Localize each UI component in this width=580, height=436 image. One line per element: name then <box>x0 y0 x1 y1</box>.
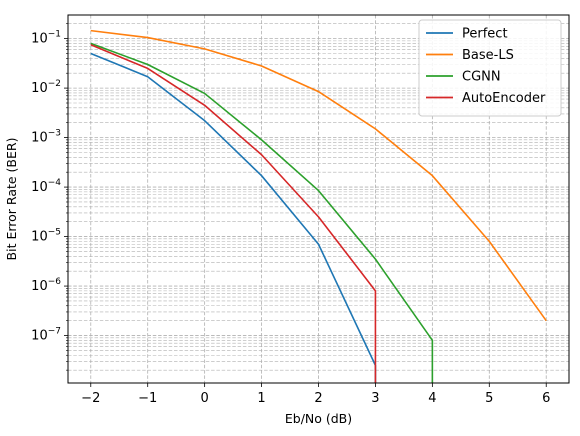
legend-label-base-ls: Base-LS <box>462 48 514 63</box>
x-tick-label: 5 <box>485 391 493 406</box>
y-tick-base: 10 <box>31 180 48 195</box>
x-axis-label: Eb/No (dB) <box>285 411 352 426</box>
y-axis-label: Bit Error Rate (BER) <box>4 138 19 261</box>
x-tick-label: 3 <box>371 391 379 406</box>
x-tick-label: 0 <box>200 391 208 406</box>
y-tick-base: 10 <box>31 32 48 47</box>
series-line-autoencoder <box>90 44 377 383</box>
y-tick-exponent: −2 <box>48 79 61 89</box>
y-tick-base: 10 <box>31 230 48 245</box>
y-tick-exponent: −3 <box>48 129 61 139</box>
x-axis: −2 −1 0 1 2 3 4 5 6 <box>81 383 550 406</box>
x-tick-label: 2 <box>314 391 322 406</box>
x-tick-label: −2 <box>81 391 100 406</box>
y-axis: 10−710−610−510−410−310−210−1 <box>31 23 68 371</box>
y-tick-label: 10−7 <box>31 327 61 344</box>
legend-box <box>418 19 562 117</box>
y-tick-exponent: −5 <box>48 228 61 238</box>
series-lines <box>90 29 547 383</box>
y-tick-exponent: −4 <box>48 178 62 188</box>
legend-label-perfect: Perfect <box>462 27 508 42</box>
y-tick-label: 10−6 <box>31 277 61 294</box>
y-tick-label: 10−3 <box>31 129 61 146</box>
legend-label-autoencoder: AutoEncoder <box>462 91 546 106</box>
y-tick-base: 10 <box>31 131 48 146</box>
y-tick-label: 10−4 <box>31 178 61 195</box>
x-tick-label: 6 <box>542 391 550 406</box>
y-tick-label: 10−1 <box>31 30 61 47</box>
y-tick-exponent: −1 <box>48 30 61 40</box>
legend-label-cgnn: CGNN <box>462 70 501 85</box>
legend: Perfect Base-LS CGNN AutoEncoder <box>418 19 562 117</box>
series-line-cgnn <box>90 42 434 383</box>
y-tick-exponent: −6 <box>48 277 62 287</box>
y-tick-label: 10−2 <box>31 79 61 96</box>
series-line-base-ls <box>90 29 547 322</box>
x-tick-label: 1 <box>257 391 265 406</box>
y-tick-exponent: −7 <box>48 327 61 337</box>
y-tick-base: 10 <box>31 279 48 294</box>
y-tick-label: 10−5 <box>31 228 61 245</box>
x-tick-label: −1 <box>138 391 157 406</box>
x-tick-label: 4 <box>428 391 436 406</box>
y-tick-base: 10 <box>31 81 48 96</box>
y-tick-base: 10 <box>31 329 48 344</box>
